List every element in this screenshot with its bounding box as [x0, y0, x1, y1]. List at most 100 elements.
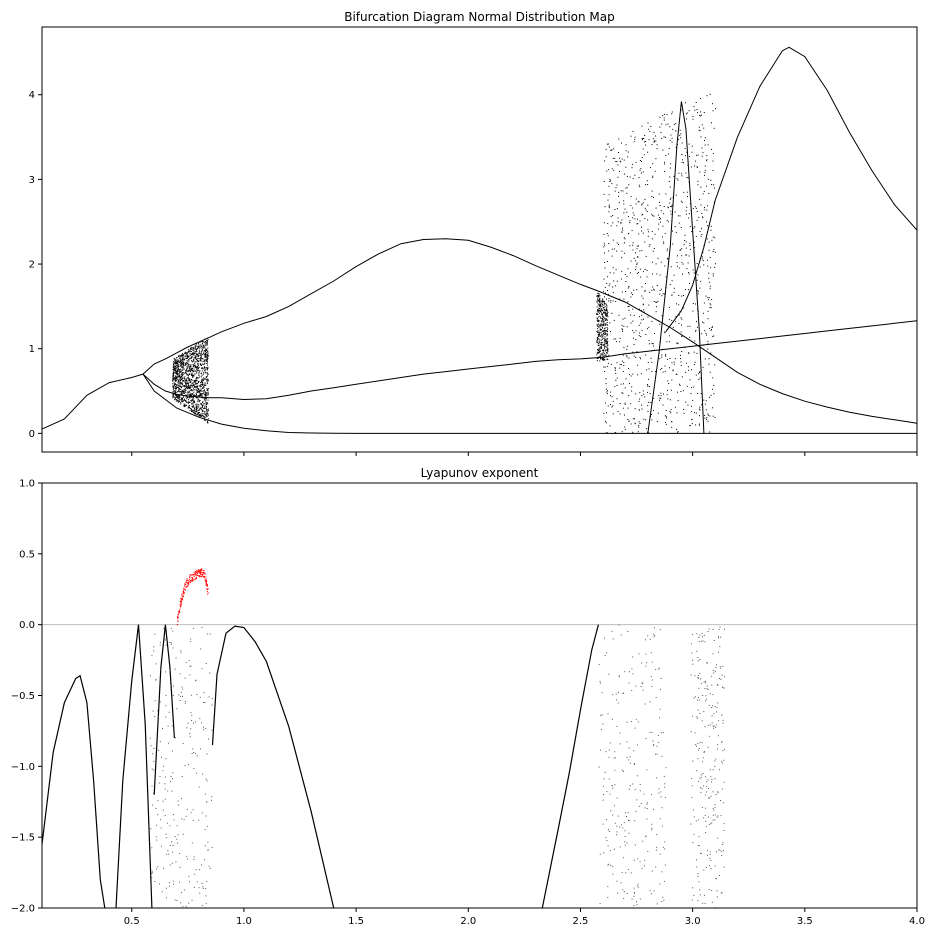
chaotic-point [605, 322, 607, 324]
chaotic-point [659, 217, 661, 218]
chaotic-point [628, 184, 630, 186]
chaotic-point [614, 158, 616, 159]
lyapunov-scatter-point [651, 829, 653, 831]
chaotic-point [643, 393, 645, 395]
chaotic-point [189, 388, 191, 389]
chaotic-point [601, 334, 603, 336]
chaotic-point [190, 371, 191, 373]
chaotic-point [600, 323, 602, 325]
chaotic-point [652, 215, 654, 217]
chaotic-point [605, 314, 607, 316]
chaotic-point [652, 176, 654, 178]
chaotic-point [193, 391, 195, 393]
lyapunov-positive-point [205, 581, 207, 583]
lyapunov-scatter-point [616, 797, 618, 799]
chaotic-point [198, 375, 200, 376]
chaotic-point [190, 367, 192, 369]
lyapunov-scatter-point [722, 665, 724, 667]
lyapunov-scatter-point [616, 725, 618, 727]
chaotic-point [201, 411, 203, 413]
lyapunov-scatter-point [159, 819, 161, 821]
lyapunov-scatter-point [200, 648, 202, 650]
lyapunov-positive-point [185, 589, 186, 591]
lyapunov-scatter-point [190, 728, 192, 730]
chaotic-point [183, 385, 185, 387]
lyapunov-scatter-point [604, 637, 605, 639]
chaotic-point [663, 213, 665, 215]
lyapunov-scatter-point [623, 891, 625, 893]
lyapunov-positive-point [203, 576, 205, 578]
chaotic-point [685, 155, 686, 157]
chaotic-point [681, 376, 683, 378]
lyapunov-positive-point [199, 575, 201, 576]
lyapunov-scatter-point [700, 774, 702, 776]
chaotic-point [191, 402, 193, 404]
chaotic-point [205, 360, 207, 362]
chaotic-point [704, 172, 706, 174]
chaotic-point [671, 421, 673, 423]
chaotic-point [179, 388, 181, 390]
chaotic-point [644, 269, 646, 270]
chaotic-point [597, 298, 599, 300]
chaotic-point [191, 375, 193, 376]
chaotic-point [647, 328, 648, 330]
chaotic-point [606, 329, 608, 331]
chaotic-point [200, 414, 202, 416]
chaotic-point [605, 156, 607, 158]
lyapunov-positive-point [183, 591, 185, 593]
lyapunov-scatter-point [614, 751, 616, 753]
chaotic-point [192, 393, 194, 395]
lyapunov-scatter-point [178, 853, 180, 854]
chaotic-point [207, 421, 209, 423]
chaotic-point [178, 400, 180, 402]
lyapunov-scatter-point [701, 807, 703, 809]
chaotic-point [669, 284, 671, 286]
chaotic-point [600, 308, 602, 310]
chaotic-point [174, 392, 176, 394]
chaotic-point [713, 249, 715, 250]
chaotic-point [197, 354, 198, 355]
chaotic-point [596, 319, 598, 321]
lyapunov-scatter-point [187, 722, 189, 724]
lyapunov-positive-point [184, 589, 186, 591]
chaotic-point [710, 304, 712, 306]
chaotic-point [676, 303, 678, 305]
chaotic-point [624, 414, 625, 416]
lyapunov-scatter-point [707, 724, 709, 726]
lyapunov-scatter-point [724, 628, 725, 630]
chaotic-point [703, 264, 705, 266]
chaotic-point [651, 289, 653, 291]
chaotic-point [176, 396, 177, 398]
chaotic-point [200, 358, 202, 360]
chaotic-point [630, 260, 632, 262]
chaotic-point [688, 255, 690, 257]
chaotic-point [641, 125, 643, 127]
lyapunov-scatter-point [651, 731, 653, 733]
chaotic-point [626, 275, 628, 277]
chaotic-point [204, 417, 206, 419]
chaotic-point [672, 230, 673, 232]
chaotic-point [668, 148, 670, 149]
chaotic-point [200, 390, 202, 392]
chaotic-point [689, 336, 691, 338]
lyapunov-positive-point [180, 598, 182, 600]
lyapunov-scatter-point [656, 753, 658, 755]
lyapunov-scatter-point [167, 725, 169, 727]
chaotic-point [172, 369, 174, 371]
chaotic-point [600, 335, 602, 337]
chaotic-point [201, 378, 203, 380]
chaotic-point [193, 365, 195, 367]
chaotic-point [680, 391, 682, 392]
chaotic-point [191, 353, 193, 355]
chaotic-point [707, 144, 709, 146]
chaotic-point [206, 342, 208, 344]
chaotic-point [174, 383, 176, 385]
chaotic-point [626, 345, 628, 347]
chaotic-point [172, 377, 174, 379]
chaotic-point [699, 114, 701, 116]
chaotic-point [198, 404, 200, 406]
chaotic-point [174, 378, 176, 380]
chaotic-point [179, 356, 181, 358]
lyapunov-scatter-point [716, 711, 717, 713]
chaotic-point [694, 226, 696, 228]
